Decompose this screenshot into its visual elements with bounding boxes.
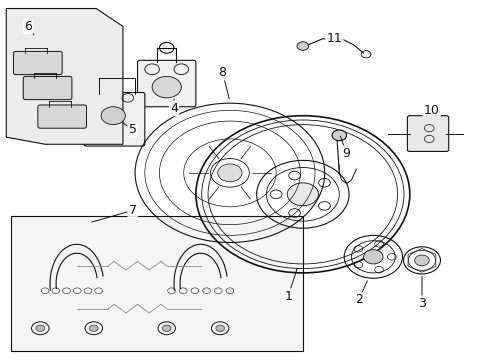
Text: 1: 1 [284,289,292,303]
Circle shape [162,325,171,332]
FancyBboxPatch shape [137,60,196,107]
Text: 2: 2 [354,293,362,306]
Circle shape [363,249,382,264]
Circle shape [215,325,224,332]
Text: 3: 3 [417,297,425,310]
Circle shape [89,325,98,332]
FancyBboxPatch shape [14,51,62,75]
FancyBboxPatch shape [23,76,72,100]
Text: 9: 9 [342,147,350,160]
Text: 5: 5 [128,123,136,136]
Text: 6: 6 [24,20,32,33]
Circle shape [217,164,242,182]
Text: 4: 4 [170,102,178,115]
FancyBboxPatch shape [84,93,144,146]
Circle shape [296,42,308,50]
Circle shape [152,76,181,98]
FancyBboxPatch shape [407,116,448,152]
Circle shape [36,325,44,332]
Text: 8: 8 [218,66,226,79]
Text: 10: 10 [423,104,439,117]
Bar [11,216,302,351]
FancyBboxPatch shape [38,105,86,128]
Circle shape [101,107,125,125]
Circle shape [331,130,346,141]
Circle shape [414,255,428,266]
Text: 7: 7 [128,204,136,217]
Text: 11: 11 [326,32,342,45]
Circle shape [287,183,318,206]
Polygon shape [6,9,122,144]
